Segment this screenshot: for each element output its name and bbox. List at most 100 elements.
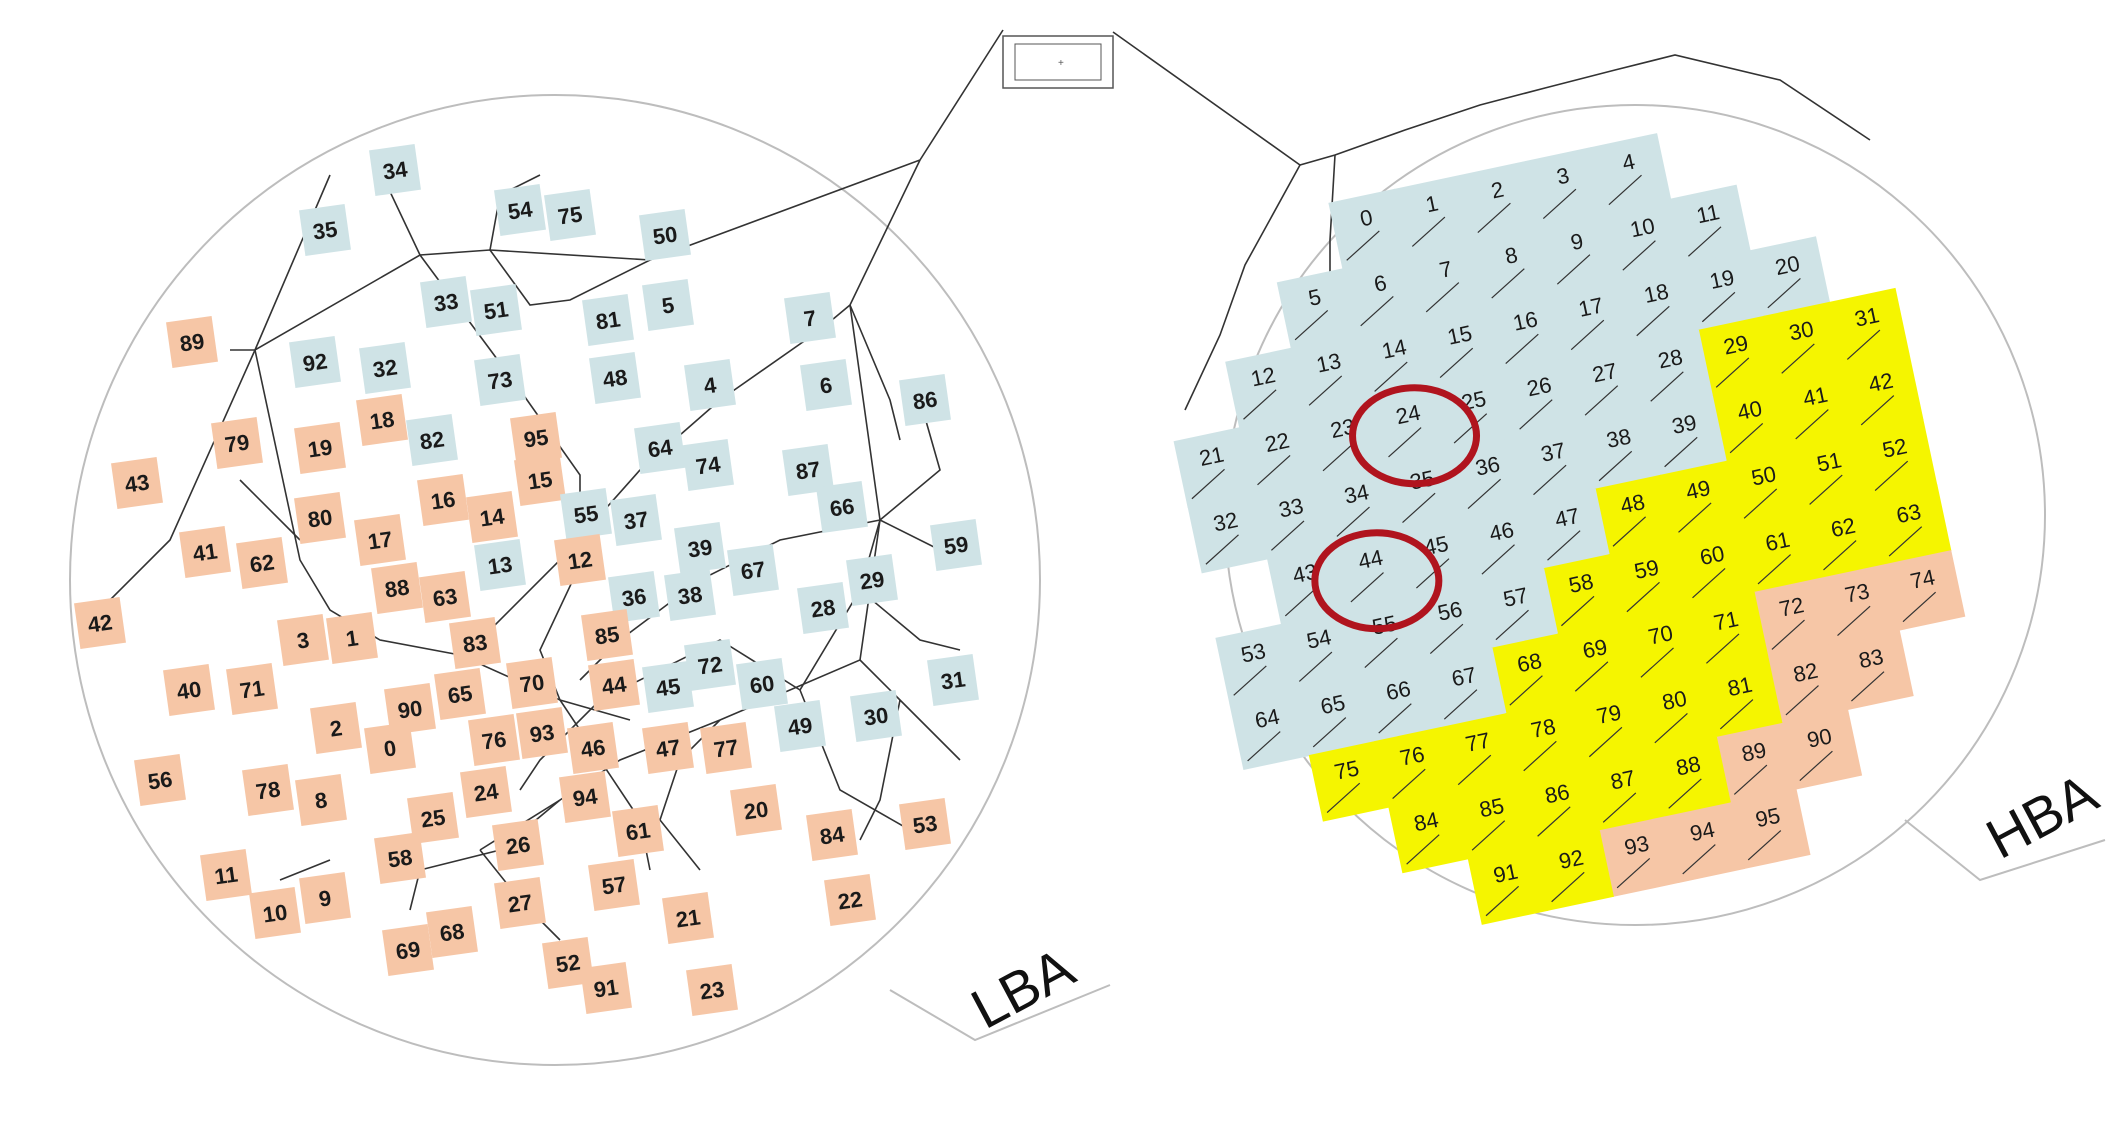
lba-tile: 6 [800,359,852,411]
hba-tile-square [1670,184,1751,266]
hba-tile: 78 [1505,699,1587,780]
hba-tile-square [1805,498,1886,580]
hba-tile-cable [1491,268,1525,299]
hba-tile: 80 [1636,671,1718,752]
hba-tile-number: 92 [1557,844,1586,874]
hba-tile-number: 85 [1477,793,1506,823]
lba-tile: 71 [226,663,278,715]
hba-tile-number: 20 [1773,251,1802,281]
lba-tile-square [277,614,329,666]
hba-tile-square [1701,657,1783,739]
lba-tile: 15 [514,454,566,506]
lba-tile-square [736,658,788,710]
lba-tile-number: 41 [191,538,219,566]
hba-tile-cable [1471,820,1506,851]
hba-tile-cable [1636,305,1670,337]
hba-tile-square [1370,385,1451,467]
hba-tile-square [1407,240,1489,322]
hba-tile-number: 48 [1618,489,1647,519]
hba-tile-number: 31 [1852,302,1881,332]
hba-tile-cable [1688,226,1722,257]
lba-tile-number: 38 [676,581,704,609]
lba-tile-square [510,412,562,464]
lba-tile-number: 60 [748,670,776,698]
hba-tile-cable [1364,637,1398,668]
hba-tile-number: 61 [1763,527,1792,557]
lba-tile-square [612,805,664,857]
hba-tile-number: 64 [1253,704,1282,734]
hba-tile-cable [1271,520,1305,551]
lba-tile-number: 6 [818,372,834,398]
hba-tile-square [1473,226,1555,308]
hba-tile-number: 19 [1707,264,1736,294]
lba-tile-number: 12 [566,546,594,574]
hba-tile: 21 [1173,427,1255,508]
lba-tile-square [684,359,736,411]
hba-tile: 33 [1253,478,1334,560]
lba-tile-square [492,819,544,871]
hba-tile-cable [1243,389,1277,420]
hba-tile-square [1225,347,1306,429]
lba-tile: 58 [374,832,426,884]
lba-tile-number: 69 [394,936,422,964]
hba-tile: 0 [1328,188,1410,270]
hba-tile-cable [1233,665,1267,696]
lba-tile-number: 82 [418,426,446,454]
hba-tile: 93 [1598,816,1680,897]
lba-tile-square [662,892,714,944]
hba-tile: 1 [1393,174,1475,256]
hba-tile: 74 [1884,550,1966,631]
lba-tile-square [930,519,982,571]
lba-tile: 11 [200,849,252,901]
hba-tile-cable [1664,436,1698,468]
hba-tile-number: 68 [1515,648,1544,678]
lba-tile-square [359,342,411,394]
lba-tile-number: 39 [686,534,714,562]
lba-tile-square [806,809,858,861]
lba-tile: 13 [474,539,526,591]
hba-tile: 5 [1276,268,1358,349]
lba-tile-square [559,771,611,823]
hba-tile-cable [1298,651,1333,682]
lba-tile-number: 92 [301,348,329,376]
hba-tile-number: 37 [1539,437,1568,467]
hba-tile-number: 40 [1735,396,1764,426]
lba-tile-number: 42 [86,609,114,637]
hba-tile-square [1884,550,1966,631]
lba-tile: 0 [364,722,416,774]
hba-tile: 20 [1749,236,1831,317]
lba-tile: 37 [610,494,662,546]
lba-tile-square [494,877,546,929]
lba-tile-number: 94 [571,783,599,811]
hba-tile-cable [1851,671,1885,702]
hba-tile-cable [1795,409,1829,440]
lba-tile-square [634,422,686,474]
lba-tile-square [581,609,633,661]
lba-tile: 24 [460,766,512,818]
hba-tile-number: 1 [1423,190,1440,217]
lba-tile-number: 36 [620,583,648,611]
lba-tile-square [407,792,459,844]
hba-tile-number: 70 [1646,620,1675,650]
hba-tile-cable [1336,506,1370,537]
hba-tile-number: 16 [1511,306,1540,336]
hba-tile-cable [1378,703,1412,734]
lba-tile-square [299,204,351,256]
hba-tile-square [1425,647,1507,729]
lba-tile: 49 [774,700,826,752]
lba-tile-number: 47 [654,734,682,762]
hba-tile: 12 [1225,347,1306,429]
lba-tile-number: 25 [419,804,447,832]
hba-tile-number: 21 [1197,441,1226,471]
hba-tile-square [1173,427,1255,508]
hba-tile: 8 [1473,226,1555,308]
hba-tile-number: 12 [1249,362,1278,392]
hba-tile-cable [1823,540,1857,571]
hba-tile-square [1393,174,1475,256]
hba-tile-square [1463,502,1545,584]
lba-tile-square [419,571,471,623]
lba-tile-number: 81 [594,306,622,334]
hba-tile: 9 [1538,212,1620,294]
